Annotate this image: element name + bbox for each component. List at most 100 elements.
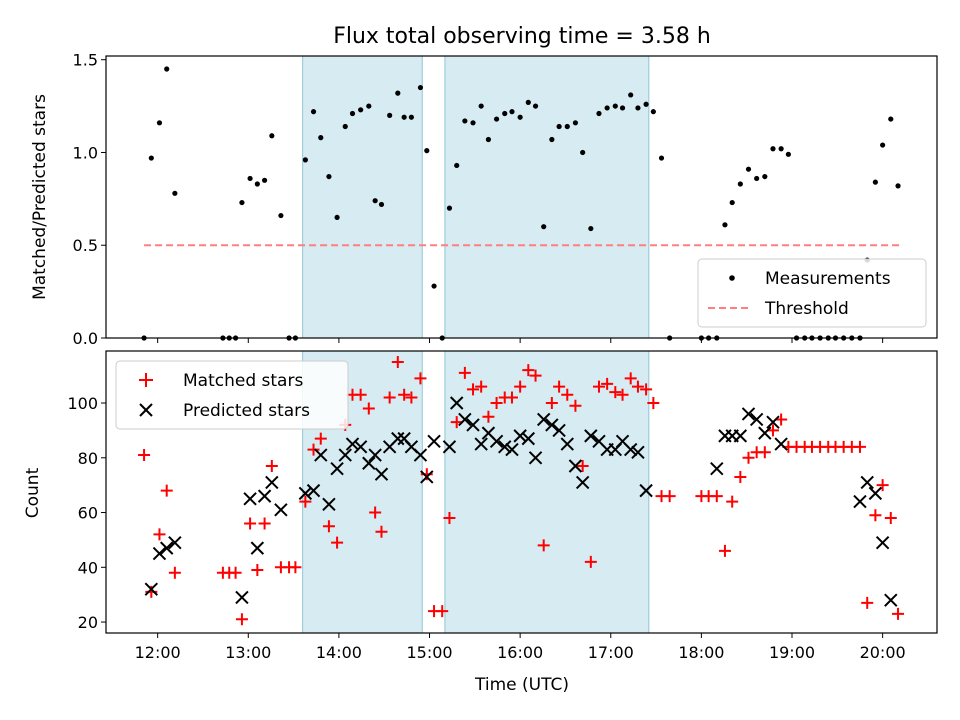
top-x-ticks	[157, 338, 884, 343]
predicted-star-point	[568, 459, 583, 473]
measurement-point	[502, 110, 508, 117]
predicted-star-point	[314, 448, 328, 462]
measurement-point	[424, 148, 430, 154]
predicted-star-point	[875, 535, 890, 550]
matched-star-point	[138, 449, 151, 462]
measurement-point	[401, 114, 407, 120]
matched-star-point	[663, 490, 676, 503]
measurement-point	[310, 109, 317, 115]
predicted-star-point	[758, 426, 772, 440]
predicted-star-point	[298, 486, 313, 501]
predicted-star-point	[766, 415, 780, 429]
measurement-point	[395, 90, 401, 96]
bottom-x-ticks: 12:00 13:00 14:00 15:00 16:00 17:00 18:00 19:00…	[135, 633, 906, 662]
matched-star-point	[482, 410, 495, 423]
matched-star-point	[616, 388, 629, 401]
matched-star-point	[391, 355, 404, 368]
measurement-point	[880, 142, 886, 148]
matched-star-point	[553, 380, 566, 393]
predicted-star-point	[362, 456, 376, 470]
legend-predicted-marker	[139, 403, 153, 417]
measurement-point	[349, 110, 356, 117]
x-tick-label: 17:00	[588, 643, 634, 662]
matched-star-point	[569, 399, 582, 412]
predicted-star-point	[498, 440, 512, 454]
measurement-point	[888, 116, 894, 122]
predicted-star-point	[466, 418, 480, 432]
matched-star-point	[160, 484, 173, 497]
measurement-point	[658, 155, 665, 161]
matched-star-point	[647, 397, 660, 410]
matched-star-point	[405, 391, 418, 404]
legend-threshold-label: Threshold	[764, 299, 849, 319]
measurement-point	[754, 175, 760, 182]
matched-star-point	[522, 364, 535, 377]
bottom-legend: Matched stars Predicted stars	[115, 360, 349, 430]
measurement-point	[454, 162, 460, 169]
matched-star-point	[354, 388, 367, 401]
measurement-point	[596, 110, 602, 117]
matched-star-point	[734, 470, 747, 483]
predicted-star-point	[338, 448, 352, 462]
bottom-axes-frame	[105, 350, 938, 634]
top-axes: 0.0 0.5 1.0 1.5 Matched/Predicted stars Mea…	[30, 51, 938, 348]
top-shaded-intervals	[302, 55, 650, 339]
measurement-point	[378, 201, 385, 208]
matched-star-point	[758, 446, 771, 459]
predicted-star-point	[545, 418, 559, 432]
measurement-point	[737, 181, 743, 187]
measurement-point	[762, 173, 768, 180]
matched-star-point	[375, 525, 388, 538]
matched-star-point	[475, 380, 488, 393]
predicted-star-point	[449, 396, 464, 410]
measurement-point	[604, 105, 610, 111]
y-tick-label: 0.0	[73, 329, 98, 348]
measurement-point	[372, 198, 378, 204]
matched-star-point	[710, 490, 723, 503]
predicted-star-point	[749, 412, 764, 427]
x-tick-label: 15:00	[406, 643, 452, 662]
matched-star-point	[726, 495, 739, 508]
predicted-star-point	[552, 423, 566, 438]
legend-matched-label: Matched stars	[183, 371, 303, 391]
matched-star-point	[414, 372, 427, 385]
bottom-y-axis-label: Count	[23, 467, 43, 518]
predicted-star-point	[505, 442, 519, 457]
bottom-axes: 20 40 60 80 100 12:00 13:00 14:00 15:00 16:00 17:…	[23, 350, 938, 695]
matched-star-point	[869, 509, 882, 522]
measurement-point	[326, 173, 332, 180]
measurement-point	[785, 151, 791, 157]
y-tick-label: 20	[78, 613, 98, 632]
matched-star-point	[876, 479, 889, 492]
y-tick-label: 40	[78, 558, 98, 577]
predicted-star-point	[168, 535, 182, 550]
predicted-star-point	[420, 470, 434, 484]
matched-star-point	[450, 416, 463, 429]
matched-star-point	[383, 391, 396, 404]
matched-star-point	[892, 607, 905, 620]
x-tick-label: 14:00	[316, 643, 362, 662]
matched-star-point	[609, 386, 622, 399]
measurement-point	[239, 199, 245, 206]
predicted-star-point	[631, 445, 645, 460]
measurement-point	[895, 183, 901, 189]
legend-predicted-label: Predicted stars	[183, 401, 310, 421]
measurement-point	[729, 199, 735, 206]
matched-star-point	[742, 451, 755, 464]
predicted-star-point	[235, 590, 249, 605]
y-tick-label: 1.5	[73, 51, 98, 70]
measurement-point	[541, 224, 547, 230]
matched-star-point	[529, 369, 542, 382]
predicted-star-point	[391, 431, 405, 446]
predicted-star-point	[536, 412, 551, 427]
matched-star-point	[258, 517, 271, 530]
matched-star-point	[766, 424, 779, 437]
measurement-point	[254, 181, 260, 187]
x-tick-label: 18:00	[678, 643, 724, 662]
matched-star-point	[576, 459, 589, 472]
matched-star-point	[362, 402, 375, 415]
measurement-point	[247, 175, 253, 182]
predicted-star-point	[884, 593, 898, 607]
measurement-point	[172, 190, 178, 196]
